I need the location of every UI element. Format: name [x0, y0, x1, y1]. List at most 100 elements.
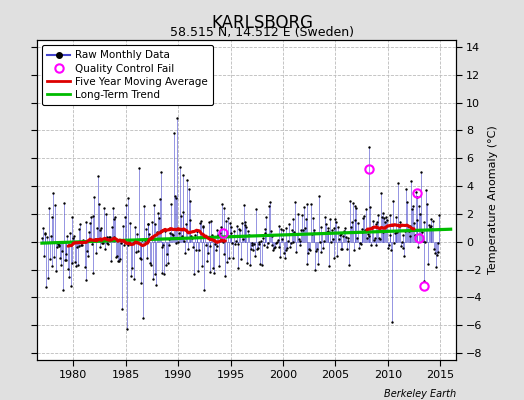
Point: [117, 240, 126, 247]
Point: [39, 253, 48, 259]
Point: [184, 186, 193, 192]
Point: [272, 239, 281, 245]
Point: [394, 180, 402, 186]
Point: [354, 220, 362, 226]
Point: [276, 254, 285, 260]
Point: [123, 195, 132, 201]
Point: [102, 234, 111, 240]
Point: [309, 227, 318, 234]
Point: [96, 244, 105, 250]
Point: [134, 248, 142, 255]
Point: [194, 268, 202, 274]
Point: [207, 218, 215, 224]
Point: [365, 233, 374, 239]
Point: [345, 262, 354, 268]
Point: [368, 224, 376, 230]
Point: [58, 248, 66, 254]
Point: [251, 252, 259, 259]
Point: [284, 238, 292, 244]
Point: [377, 190, 385, 196]
Point: [309, 215, 317, 222]
Point: [106, 234, 114, 240]
Point: [420, 278, 429, 284]
Point: [405, 228, 413, 234]
Point: [45, 205, 53, 211]
Point: [60, 200, 68, 206]
Point: [118, 305, 126, 312]
Point: [318, 230, 326, 236]
Point: [424, 260, 432, 267]
Point: [268, 241, 277, 248]
Point: [419, 238, 427, 244]
Point: [181, 250, 189, 256]
Point: [157, 244, 166, 250]
Point: [374, 212, 383, 218]
Point: [116, 236, 125, 243]
Point: [413, 194, 422, 200]
Point: [430, 246, 438, 252]
Point: [39, 225, 47, 232]
Point: [42, 284, 50, 290]
Point: [390, 240, 398, 246]
Point: [216, 230, 224, 236]
Point: [417, 169, 425, 175]
Point: [265, 202, 273, 209]
Point: [336, 246, 345, 252]
Point: [198, 263, 206, 270]
Point: [136, 256, 145, 263]
Point: [101, 246, 109, 252]
Point: [339, 233, 347, 240]
Point: [76, 220, 84, 227]
Point: [56, 255, 64, 261]
Point: [258, 262, 266, 268]
Point: [108, 205, 117, 211]
Point: [52, 244, 61, 250]
Point: [191, 232, 199, 238]
Point: [107, 224, 116, 230]
Point: [335, 236, 343, 242]
Point: [51, 202, 59, 208]
Point: [151, 220, 160, 227]
Point: [69, 234, 78, 241]
Point: [395, 221, 403, 228]
Point: [389, 198, 397, 204]
Point: [150, 271, 159, 278]
Point: [99, 240, 107, 246]
Point: [325, 263, 333, 270]
Point: [192, 228, 201, 235]
Point: [282, 225, 291, 231]
Point: [348, 200, 357, 206]
Point: [432, 264, 440, 270]
Point: [343, 246, 351, 252]
Point: [399, 232, 408, 238]
Point: [423, 201, 431, 207]
Point: [383, 217, 391, 224]
Point: [121, 214, 129, 220]
Point: [229, 255, 237, 261]
Point: [61, 251, 70, 257]
Point: [373, 219, 381, 225]
Point: [241, 219, 249, 225]
Point: [73, 244, 81, 250]
Point: [79, 237, 87, 243]
Point: [310, 230, 319, 236]
Point: [337, 230, 346, 237]
Point: [178, 233, 186, 239]
Point: [234, 241, 243, 247]
Point: [356, 241, 365, 248]
Point: [433, 248, 442, 255]
Point: [130, 276, 139, 282]
Point: [224, 215, 232, 221]
Point: [170, 193, 179, 200]
Point: [299, 226, 307, 233]
Point: [111, 214, 119, 220]
Point: [166, 229, 174, 236]
Point: [208, 232, 216, 238]
Point: [356, 240, 364, 246]
Point: [129, 239, 138, 245]
Point: [143, 255, 151, 262]
Point: [85, 229, 93, 235]
Point: [168, 231, 176, 237]
Point: [435, 212, 443, 218]
Point: [200, 287, 209, 294]
